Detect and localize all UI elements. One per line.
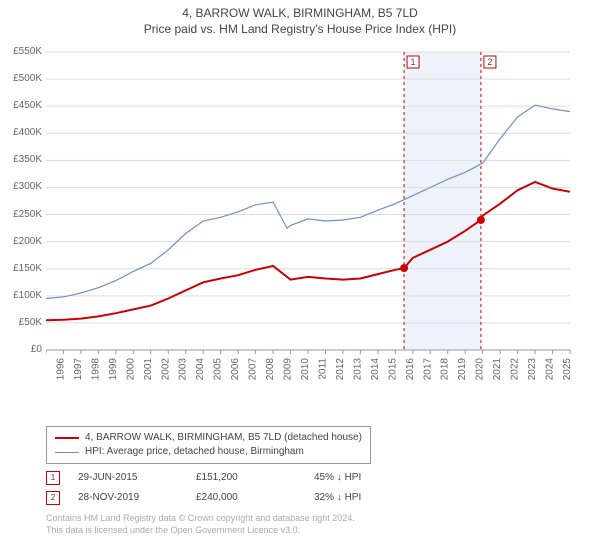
x-tick-label: 2011 [317,358,328,380]
sale-row: 1 29-JUN-2015 £151,200 45% ↓ HPI [46,468,414,488]
x-tick-label: 2016 [405,358,416,381]
x-tick-label: 1998 [90,358,101,381]
series-marker [400,264,408,272]
shaded-band [404,52,481,350]
x-tick-label: 2019 [457,358,468,381]
x-tick-label: 1995 [46,358,49,381]
sale-date: 28-NOV-2019 [78,488,178,508]
sale-row-marker: 1 [46,471,60,485]
series-property [46,182,570,320]
x-tick-label: 2017 [422,358,433,381]
x-tick-label: 2009 [283,358,294,381]
x-tick-label: 2001 [143,358,154,381]
y-tick-label: £0 [0,344,42,355]
sale-price: £240,000 [196,488,296,508]
y-tick-label: £350K [0,154,42,165]
sale-marker-label: 1 [411,57,416,67]
sale-row: 2 28-NOV-2019 £240,000 32% ↓ HPI [46,488,414,508]
x-tick-label: 2010 [300,358,311,381]
footnote-line2: This data is licensed under the Open Gov… [46,524,355,536]
x-tick-label: 2003 [178,358,189,381]
x-tick-label: 2004 [195,358,206,381]
sale-date: 29-JUN-2015 [78,468,178,488]
series-hpi [46,105,570,298]
x-tick-label: 2005 [213,358,224,381]
legend-row: 4, BARROW WALK, BIRMINGHAM, B5 7LD (deta… [55,431,362,445]
y-tick-label: £300K [0,181,42,192]
legend-swatch [55,437,79,439]
legend-label: 4, BARROW WALK, BIRMINGHAM, B5 7LD (deta… [85,431,362,445]
series-marker [477,216,485,224]
title-block: 4, BARROW WALK, BIRMINGHAM, B5 7LD Price… [0,0,600,36]
y-tick-label: £100K [0,290,42,301]
sale-price: £151,200 [196,468,296,488]
sale-row-marker: 2 [46,491,60,505]
y-tick-label: £50K [0,317,42,328]
x-tick-label: 1997 [73,358,84,381]
x-tick-label: 2014 [370,358,381,381]
sale-delta: 45% ↓ HPI [314,468,414,488]
legend-row: HPI: Average price, detached house, Birm… [55,445,362,459]
x-tick-label: 2015 [387,358,398,381]
x-tick-label: 2000 [125,358,136,381]
footnote: Contains HM Land Registry data © Crown c… [46,512,355,536]
legend-swatch [55,452,79,453]
x-tick-label: 2022 [510,358,521,381]
sale-marker-label: 2 [487,57,492,67]
y-tick-label: £450K [0,100,42,111]
root: 4, BARROW WALK, BIRMINGHAM, B5 7LD Price… [0,0,600,560]
footnote-line1: Contains HM Land Registry data © Crown c… [46,512,355,524]
sale-delta: 32% ↓ HPI [314,488,414,508]
y-tick-label: £250K [0,209,42,220]
x-tick-label: 2018 [440,358,451,381]
x-tick-label: 2006 [230,358,241,381]
x-tick-label: 2007 [248,358,259,381]
y-tick-label: £500K [0,73,42,84]
y-tick-label: £200K [0,236,42,247]
y-tick-label: £150K [0,263,42,274]
x-tick-label: 2025 [562,358,573,381]
y-tick-label: £400K [0,127,42,138]
legend-label: HPI: Average price, detached house, Birm… [85,445,304,459]
title-subtitle: Price paid vs. HM Land Registry's House … [0,22,600,36]
title-address: 4, BARROW WALK, BIRMINGHAM, B5 7LD [0,6,600,20]
x-tick-label: 2008 [265,358,276,381]
legend: 4, BARROW WALK, BIRMINGHAM, B5 7LD (deta… [46,426,371,464]
sales-table: 1 29-JUN-2015 £151,200 45% ↓ HPI 2 28-NOV-201… [46,468,414,508]
x-tick-label: 2020 [475,358,486,381]
x-tick-label: 2021 [492,358,503,381]
x-tick-label: 2013 [352,358,363,381]
x-tick-label: 1996 [55,358,66,381]
price-chart: 1995 1996 1997 1998 1999 2000 2001 2002 2003 2004… [46,46,576,386]
x-tick-label: 2023 [527,358,538,381]
x-tick-label: 2002 [160,358,171,381]
x-tick-label: 1999 [108,358,119,381]
x-tick-label: 2024 [545,358,556,381]
x-tick-label: 2012 [335,358,346,381]
y-tick-label: £550K [0,46,42,57]
